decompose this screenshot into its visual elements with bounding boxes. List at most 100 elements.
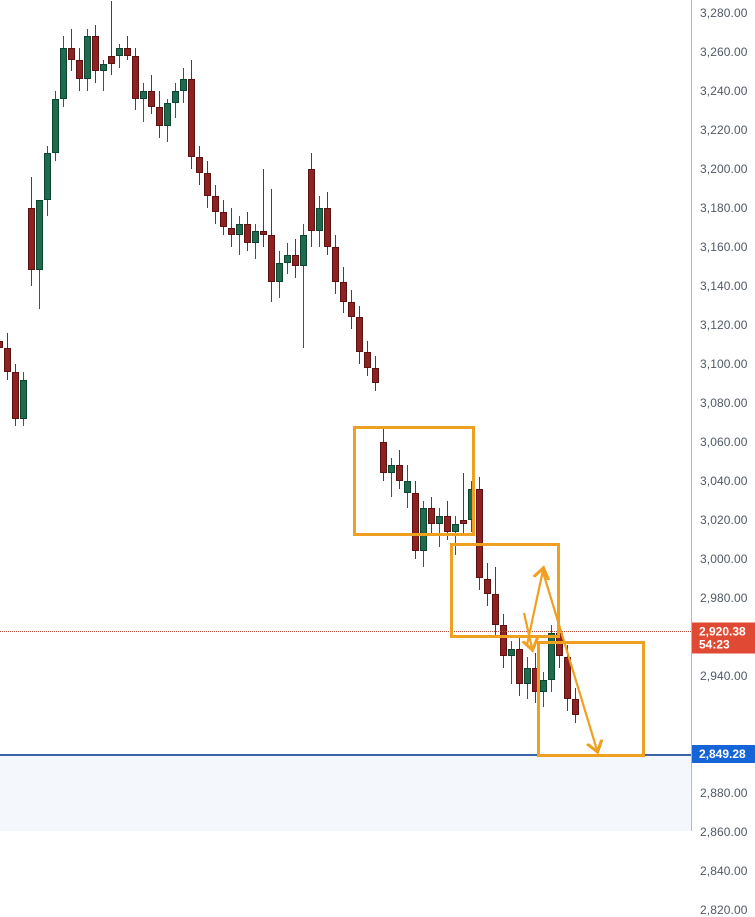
candle-body: [220, 211, 227, 228]
candlestick: [68, 0, 75, 831]
candle-body: [92, 36, 99, 72]
candle-body: [60, 48, 67, 99]
candlestick: [268, 0, 275, 831]
price-tick-298000: 2,980.00: [700, 591, 748, 605]
candlestick: [228, 0, 235, 831]
candle-body: [140, 91, 147, 99]
candlestick: [244, 0, 251, 831]
projection-box-3[interactable]: [537, 641, 645, 757]
price-tick-312000: 3,120.00: [700, 318, 748, 332]
candle-body: [460, 520, 467, 524]
candle-wick: [127, 36, 128, 60]
candle-body: [68, 48, 75, 60]
candlestick: [44, 0, 51, 831]
candle-body: [340, 282, 347, 302]
candle-wick: [391, 457, 392, 497]
price-tick-318000: 3,180.00: [700, 201, 748, 215]
candle-body: [172, 91, 179, 103]
candlestick: [372, 0, 379, 831]
candlestick: [164, 0, 171, 831]
candlestick-series: [0, 0, 579, 831]
candle-body: [0, 340, 3, 349]
candlestick: [484, 0, 491, 831]
candle-body: [100, 63, 107, 72]
candlestick: [508, 0, 515, 831]
candle-body: [132, 55, 139, 99]
price-tick-306000: 3,060.00: [700, 435, 748, 449]
candle-body: [164, 102, 171, 127]
candlestick: [4, 0, 11, 831]
candle-body: [428, 508, 435, 524]
candle-body: [308, 169, 315, 232]
price-tick-304000: 3,040.00: [700, 474, 748, 488]
drawing-annotations[interactable]: [0, 0, 691, 831]
price-tick-288000: 2,880.00: [700, 786, 748, 800]
candlestick: [28, 0, 35, 831]
candlestick: [428, 0, 435, 831]
candlestick: [0, 0, 3, 831]
candlestick: [12, 0, 19, 831]
candle-body: [76, 59, 83, 80]
price-axis[interactable]: 3,280.00 3,260.00 3,240.00 3,220.00 3,200.00…: [691, 0, 755, 917]
price-tick-316000: 3,160.00: [700, 240, 748, 254]
candle-body: [116, 48, 123, 56]
target-price-badge[interactable]: 2,849.28: [692, 745, 755, 763]
candle-body: [196, 157, 203, 173]
candle-body: [452, 523, 459, 532]
candlestick: [380, 0, 387, 831]
candlestick: [220, 0, 227, 831]
candle-body: [36, 200, 43, 271]
target-zone-fill: [0, 754, 691, 831]
candle-wick: [39, 254, 40, 310]
consolidation-box-1[interactable]: [353, 426, 475, 536]
candle-wick: [111, 1, 112, 76]
candle-body: [564, 656, 571, 700]
candle-body: [20, 379, 27, 419]
candle-body: [244, 223, 251, 244]
rally-arrow-up[interactable]: [525, 570, 543, 646]
candle-body: [332, 247, 339, 283]
candlestick: [396, 0, 403, 831]
candle-wick: [103, 59, 104, 91]
candlestick: [260, 0, 267, 831]
candlestick: [548, 0, 555, 831]
candle-body: [324, 208, 331, 247]
last-price-badge[interactable]: 2,920.38 54:23: [692, 622, 755, 654]
candlestick: [524, 0, 531, 831]
candle-body: [372, 367, 379, 384]
target-price-value: 2,849.28: [699, 747, 746, 761]
countdown-timer: 54:23: [699, 637, 730, 652]
candlestick: [172, 0, 179, 831]
candlestick: [236, 0, 243, 831]
candle-body: [148, 91, 155, 107]
pullback-arrow-down[interactable]: [524, 612, 532, 648]
candlestick: [252, 0, 259, 831]
candle-body: [516, 648, 523, 684]
chart-plot-area[interactable]: [0, 0, 691, 831]
price-tick-310000: 3,100.00: [700, 357, 748, 371]
breakdown-arrow-down[interactable]: [541, 571, 597, 750]
candle-wick: [143, 83, 144, 123]
candle-wick: [239, 215, 240, 255]
candle-body: [204, 172, 211, 197]
candle-body: [380, 442, 387, 474]
candlestick: [52, 0, 59, 831]
candle-body: [524, 668, 531, 684]
candle-body: [260, 231, 267, 236]
candle-body: [476, 488, 483, 579]
candle-body: [548, 633, 555, 680]
candlestick: [356, 0, 363, 831]
candle-body: [180, 79, 187, 91]
candle-body: [228, 227, 235, 236]
candlestick: [36, 0, 43, 831]
candle-wick: [303, 223, 304, 349]
consolidation-box-2[interactable]: [450, 543, 560, 638]
candlestick: [204, 0, 211, 831]
candlestick: [332, 0, 339, 831]
candle-body: [4, 348, 11, 372]
candle-body: [212, 196, 219, 212]
candlestick: [460, 0, 467, 831]
candle-body: [404, 481, 411, 493]
price-tick-320000: 3,200.00: [700, 162, 748, 176]
candle-body: [500, 625, 507, 657]
